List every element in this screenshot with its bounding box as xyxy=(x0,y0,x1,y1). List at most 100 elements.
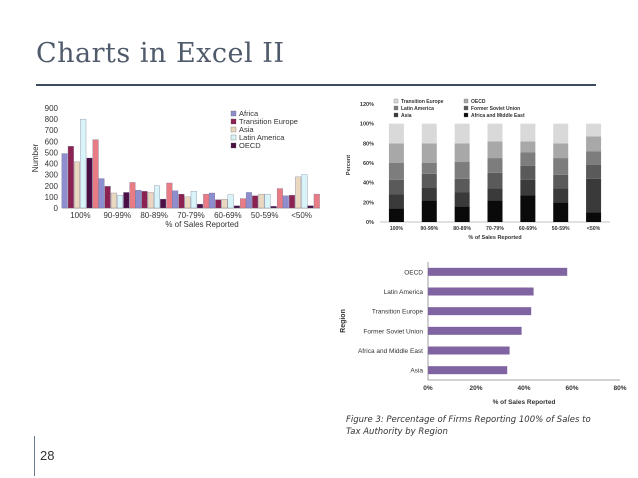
x-tick-label: 80-89% xyxy=(453,226,471,232)
x-tick-label: 90-99% xyxy=(420,226,438,232)
stacked-segment xyxy=(487,123,503,142)
x-tick-label: 50-59% xyxy=(251,211,279,220)
legend-swatch xyxy=(230,134,237,141)
x-tick-label: 20% xyxy=(469,385,482,392)
bar xyxy=(428,267,568,276)
bar xyxy=(61,153,68,209)
stacked-segment xyxy=(520,152,536,166)
bar xyxy=(307,205,314,209)
legend-swatch xyxy=(230,118,237,125)
y-tick-label: Former Soviet Union xyxy=(363,328,423,335)
bar xyxy=(203,193,210,209)
legend-label: Transition Europe xyxy=(401,99,444,105)
x-tick-label: 60% xyxy=(565,385,578,392)
stacked-segment xyxy=(388,163,404,180)
stacked-segment xyxy=(520,141,536,153)
bar xyxy=(289,195,295,209)
page-number: 28 xyxy=(40,448,55,463)
stacked-segment xyxy=(586,151,602,165)
bar xyxy=(172,190,179,209)
legend-swatch xyxy=(463,112,469,118)
x-tick-label: 40% xyxy=(517,385,530,392)
y-tick-label: 500 xyxy=(45,148,59,157)
x-tick-label: 100% xyxy=(70,211,90,220)
stacked-segment xyxy=(586,136,602,152)
bar xyxy=(221,198,228,209)
stacked-segment xyxy=(454,192,470,207)
stacked-segment xyxy=(553,123,569,144)
bar xyxy=(240,198,247,209)
y-tick-label: 700 xyxy=(45,126,59,135)
stacked-segment xyxy=(421,163,437,174)
x-tick-label: <50% xyxy=(291,211,312,220)
bar xyxy=(215,199,222,209)
stacked-segment xyxy=(553,174,569,189)
stacked-segment xyxy=(487,172,503,189)
stacked-segment xyxy=(487,200,503,222)
bar xyxy=(245,192,252,209)
stacked-segment xyxy=(421,123,437,144)
bar xyxy=(67,146,74,209)
y-tick-label: 100 xyxy=(45,193,59,202)
legend-swatch xyxy=(463,105,469,111)
stacked-segment xyxy=(520,195,536,222)
bar xyxy=(428,307,532,316)
left-accent-bar xyxy=(10,0,18,478)
horizontal-bar-chart: OECD Latin America Transition Europe Former… xyxy=(340,262,627,406)
bar xyxy=(80,118,87,209)
slide-title: Charts in Excel II xyxy=(36,38,285,69)
y-axis-title: Number xyxy=(31,143,40,172)
y-tick-label: 60% xyxy=(363,161,374,167)
x-tick-label: 90-99% xyxy=(103,211,131,220)
x-tick-label: <50% xyxy=(587,226,601,232)
bar xyxy=(209,192,216,209)
legend-label: Africa xyxy=(239,109,259,118)
legend-swatch xyxy=(230,142,237,149)
y-tick-label: 0% xyxy=(366,220,374,226)
bar xyxy=(74,161,80,209)
bar xyxy=(153,185,160,209)
legend-swatch xyxy=(230,110,237,117)
legend-label: OECD xyxy=(239,141,261,150)
y-tick-label: Asia xyxy=(410,368,423,375)
stacked-segment xyxy=(586,164,602,179)
x-tick-label: 60-69% xyxy=(214,211,242,220)
stacked-segment xyxy=(388,179,404,195)
y-axis-title: Percent xyxy=(346,155,352,175)
legend-label: Africa and Middle East xyxy=(471,113,525,119)
bar xyxy=(160,198,167,209)
bar xyxy=(264,193,271,209)
legend-label: Transition Europe xyxy=(239,117,298,126)
legend-label: Latin America xyxy=(239,133,285,142)
bar xyxy=(129,182,136,209)
stacked-segment xyxy=(454,162,470,179)
bar xyxy=(301,174,308,209)
bar xyxy=(252,195,259,209)
y-tick-label: Africa and Middle East xyxy=(358,348,423,355)
x-tick-label: 70-79% xyxy=(177,211,205,220)
bar xyxy=(428,326,522,335)
stacked-segment xyxy=(388,143,404,163)
clustered-bar-chart: 0 100 200 300 400 500 600 700 800 900 Number 100% 90… xyxy=(31,104,320,229)
bar xyxy=(104,186,111,209)
stacked-segment xyxy=(586,178,602,213)
x-axis-title: % of Sales Reported xyxy=(468,235,521,241)
y-tick-label: OECD xyxy=(404,269,423,276)
bar xyxy=(197,203,203,209)
stacked-segment xyxy=(388,208,404,222)
stacked-segment xyxy=(421,173,437,188)
title-divider xyxy=(36,84,596,86)
x-tick-label: 60-69% xyxy=(519,226,537,232)
legend-swatch xyxy=(463,98,469,104)
bar xyxy=(147,192,154,209)
bar xyxy=(227,194,234,209)
stacked-segment xyxy=(520,123,536,142)
stacked-segment xyxy=(553,202,569,222)
bar xyxy=(276,188,283,209)
legend-swatch xyxy=(393,105,399,111)
stacked-segment xyxy=(454,206,470,222)
bar xyxy=(295,176,302,209)
bar xyxy=(110,192,117,209)
bar xyxy=(184,196,191,209)
stacked-segment xyxy=(553,158,569,175)
